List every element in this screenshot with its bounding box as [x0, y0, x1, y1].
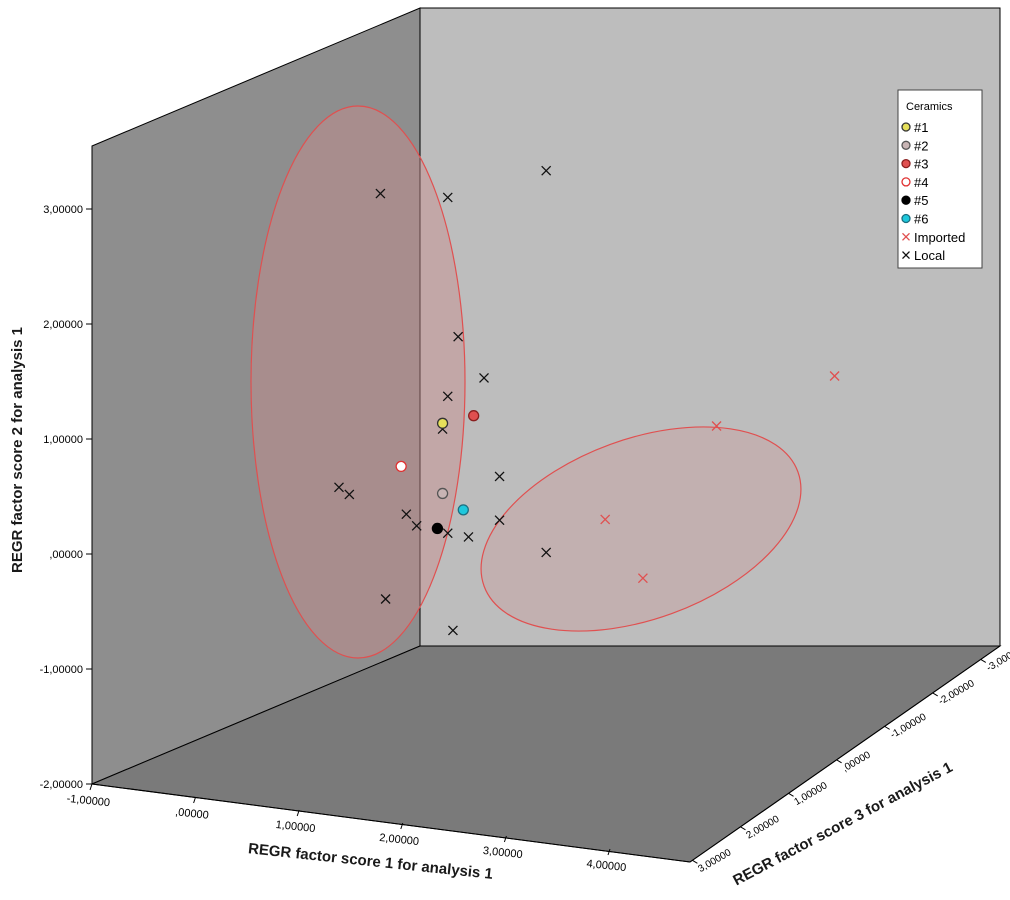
y-tick-label: 1,00000	[43, 434, 83, 446]
ceramic-point-5	[431, 522, 444, 535]
local-point	[453, 331, 464, 342]
y-tick-label: 3,00000	[43, 204, 83, 216]
imported-point	[637, 573, 648, 584]
legend-label: #2	[914, 138, 928, 153]
legend-label: #5	[914, 193, 928, 208]
local-point	[401, 509, 412, 520]
legend-marker	[901, 177, 911, 187]
local-point	[344, 489, 355, 500]
x-tick-label: -1,00000	[66, 793, 110, 809]
local-point	[442, 391, 453, 402]
local-point	[541, 547, 552, 558]
z-tick-mark	[836, 759, 842, 764]
z-tick-mark	[692, 859, 698, 864]
local-point	[334, 482, 344, 493]
legend-marker	[901, 140, 911, 150]
z-tick-mark	[740, 826, 746, 831]
x-tick-label: 1,00000	[275, 819, 316, 835]
legend-label: #1	[914, 120, 928, 135]
legend-marker	[901, 213, 911, 224]
local-point	[494, 515, 505, 526]
legend-label: Local	[914, 248, 945, 263]
local-point	[463, 531, 474, 542]
legend-label: #6	[914, 212, 928, 227]
data-points	[334, 165, 840, 636]
imported-cluster-ellipse	[480, 426, 802, 632]
x-axis-ticks: -1,00000 ,00000 1,00000 2,00000 3,00000 4,000…	[66, 783, 627, 874]
ceramic-point-3	[468, 410, 480, 422]
x-tick-label: 3,00000	[482, 845, 523, 861]
front-edge	[91, 783, 691, 863]
x-tick-mark	[296, 809, 300, 817]
legend-title: Ceramics	[906, 101, 953, 113]
y-tick-label: -1,00000	[40, 664, 83, 676]
imported-point	[711, 421, 722, 431]
ceramic-point-4	[395, 460, 407, 473]
legend-marker	[901, 122, 911, 132]
ceramic-point-6	[457, 504, 469, 516]
legend-label: Imported	[914, 230, 965, 245]
z-tick-mark	[932, 692, 938, 697]
x-tick-mark	[503, 835, 507, 843]
imported-point	[829, 371, 840, 381]
x-tick-mark	[193, 796, 197, 804]
local-point	[411, 520, 422, 531]
legend-label: #4	[914, 175, 928, 190]
local-point	[447, 625, 458, 636]
x-tick-mark	[607, 848, 611, 856]
y-tick-label: -2,00000	[40, 779, 83, 791]
y-axis-title: REGR factor score 2 for analysis 1	[9, 327, 26, 573]
x-tick-mark	[400, 822, 404, 830]
x-tick-label: 4,00000	[586, 858, 627, 874]
local-point	[380, 594, 391, 604]
legend: Ceramics #1 #2 #3 #4 #5 #6 Imported Local	[897, 89, 983, 269]
ceramic-point-2	[436, 487, 449, 500]
legend-box	[897, 89, 983, 269]
legend-label: #3	[914, 157, 928, 172]
legend-marker	[901, 195, 911, 205]
z-tick-mark	[980, 658, 987, 663]
z-tick-mark	[788, 792, 794, 797]
y-tick-label: 2,00000	[43, 319, 83, 331]
local-point	[442, 192, 453, 203]
local-point	[494, 471, 505, 482]
y-tick-label: ,00000	[49, 549, 83, 561]
x-tick-label: 2,00000	[379, 832, 420, 848]
local-point	[375, 188, 386, 199]
local-point	[479, 372, 489, 383]
legend-items: #1 #2 #3 #4 #5 #6 Imported Local	[901, 120, 965, 263]
legend-marker	[901, 158, 911, 169]
x-axis-title: REGR factor score 1 for analysis 1	[247, 840, 493, 883]
y-axis-ticks: -2,00000 -1,00000 ,00000 1,00000 2,00000 3,00…	[40, 204, 92, 791]
right-floor-edge	[689, 645, 1001, 863]
z-tick-mark	[884, 725, 890, 730]
ceramic-point-1	[436, 417, 449, 429]
local-cluster-ellipse	[250, 105, 466, 659]
x-tick-label: ,00000	[175, 806, 210, 821]
imported-point	[600, 514, 611, 525]
legend-marker	[902, 251, 910, 260]
x-tick-mark	[89, 783, 93, 791]
local-point	[541, 165, 552, 176]
legend-marker	[902, 232, 910, 241]
local-point	[442, 528, 453, 539]
